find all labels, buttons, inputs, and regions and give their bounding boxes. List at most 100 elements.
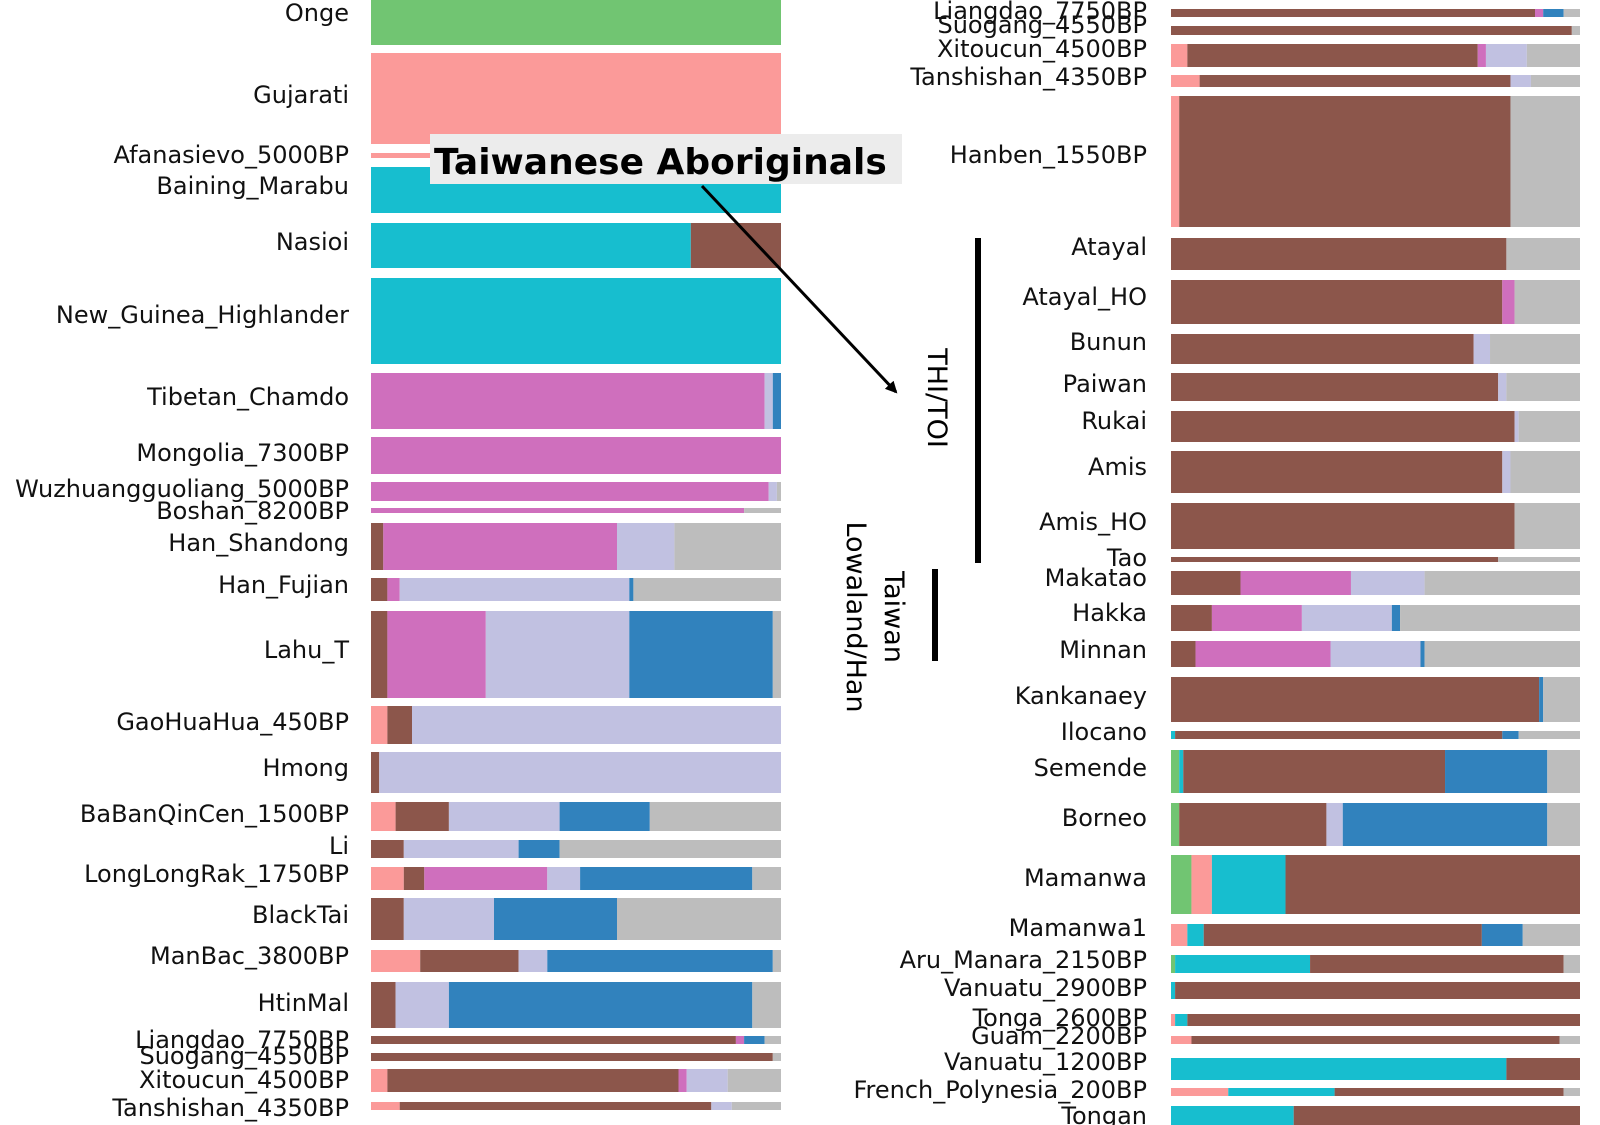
bar-segment-grey: [1424, 641, 1580, 667]
population-label: Tibetan_Chamdo: [146, 383, 349, 411]
bar-segment-brown: [371, 611, 388, 698]
bar-segment-lavender: [617, 523, 675, 570]
bar-segment-salmon: [1171, 1014, 1176, 1026]
bar-segment-brown: [1171, 557, 1499, 562]
bar-segment-salmon: [371, 706, 388, 744]
bar-segment-brown: [371, 898, 404, 940]
bar-segment-brown: [1187, 1014, 1580, 1026]
bar-segment-grey: [1510, 96, 1580, 227]
bar-segment-magenta: [1240, 571, 1351, 595]
bar-segment-grey: [772, 950, 781, 972]
population-label: Gujarati: [253, 81, 349, 109]
taiwan-lowland-han-bracket: [932, 569, 938, 661]
population-label: LongLongRak_1750BP: [84, 860, 349, 888]
bar-segment-lavender: [1301, 605, 1392, 631]
bar-segment-lavender: [395, 982, 449, 1028]
bar-segment-green: [371, 0, 781, 45]
population-label: Suogang_4550BP: [937, 11, 1147, 39]
bar-segment-blue: [547, 950, 773, 972]
bar-segment-lavender: [768, 482, 777, 501]
bar-segment-blue: [494, 898, 617, 940]
bar-segment-blue: [580, 867, 753, 890]
bar-segment-grey: [649, 802, 781, 831]
population-label: Ilocano: [1061, 718, 1147, 746]
bar-segment-lavender: [1498, 373, 1507, 401]
population-label: Baining_Marabu: [156, 172, 349, 200]
bar-segment-brown: [1171, 451, 1503, 493]
population-label: Liangdao_7750BP: [933, 0, 1147, 25]
bar-segment-brown: [1171, 9, 1536, 17]
bar-segment-grey: [731, 1102, 781, 1110]
bar-segment-grey: [1510, 451, 1580, 493]
population-label: Han_Shandong: [168, 529, 349, 557]
bar-segment-brown: [1171, 641, 1196, 667]
population-label: Wuzhuangguoliang_5000BP: [15, 475, 349, 503]
bar-segment-grey: [1530, 75, 1580, 87]
bar-segment-lavender: [379, 752, 781, 793]
population-label: Tonga_2600BP: [972, 1004, 1147, 1032]
bar-segment-lavender: [1510, 75, 1531, 87]
taiwan-label: Taiwan: [878, 570, 909, 663]
bar-segment-blue: [1539, 677, 1544, 722]
bar-segment-grey: [1563, 1088, 1580, 1096]
bar-segment-grey: [1498, 557, 1580, 562]
bar-segment-brown: [690, 223, 781, 268]
bar-segment-grey: [1518, 731, 1580, 739]
bar-segment-blue: [448, 982, 753, 1028]
population-label: Paiwan: [1063, 370, 1147, 398]
population-label: Han_Fujian: [218, 571, 349, 599]
bar-segment-blue: [629, 611, 773, 698]
bar-segment-brown: [1334, 1088, 1564, 1096]
population-label: Boshan_8200BP: [156, 497, 349, 525]
bar-segment-blue: [629, 578, 634, 601]
bar-segment-brown: [1191, 1036, 1560, 1044]
population-label: New_Guinea_Highlander: [56, 301, 349, 329]
population-label: Mamanwa1: [1009, 914, 1147, 942]
bar-segment-salmon: [371, 802, 396, 831]
population-label: ManBac_3800BP: [150, 942, 349, 970]
bar-segment-grey: [1518, 411, 1580, 442]
left-panel: Onge Gujarati Afanasievo_5000BP Baining_Mar…: [15, 0, 781, 1122]
bar-segment-grey: [1522, 924, 1580, 946]
thi-toi-bracket: [975, 238, 981, 563]
bar-segment-salmon: [371, 950, 421, 972]
bar-segment-cyan: [1175, 955, 1311, 973]
population-label: Lahu_T: [264, 636, 350, 664]
bar-segment-cyan: [1228, 1088, 1335, 1096]
bar-segment-brown: [1171, 373, 1499, 401]
bar-segment-brown: [1171, 238, 1507, 270]
population-label: Amis_HO: [1039, 508, 1147, 536]
population-label: Semende: [1034, 754, 1147, 782]
bar-segment-brown: [395, 802, 449, 831]
bar-segment-green: [1171, 803, 1180, 846]
bar-segment-blue: [1445, 750, 1548, 793]
bar-segment-salmon: [1171, 44, 1188, 67]
bar-segment-brown: [387, 706, 412, 744]
bar-segment-lavender: [1350, 571, 1425, 595]
bar-segment-grey: [1514, 503, 1580, 549]
bar-segment-magenta: [383, 523, 617, 570]
bar-segment-salmon: [1171, 1088, 1229, 1096]
bar-segment-brown: [1310, 955, 1564, 973]
lowland-han-label: Lowaland/Han: [840, 521, 871, 712]
bar-segment-grey: [772, 611, 781, 698]
bar-segment-magenta: [387, 578, 400, 601]
bar-segment-magenta: [678, 1069, 687, 1092]
callout-text: Taiwanese Aboriginals: [434, 142, 887, 183]
population-label: Tanshishan_4350BP: [111, 1094, 349, 1122]
bar-segment-lavender: [403, 840, 519, 858]
bar-segment-grey: [1559, 1036, 1580, 1044]
bar-segment-lavender: [711, 1102, 732, 1110]
bar-segment-grey: [772, 1053, 781, 1061]
population-label: Vanuatu_1200BP: [944, 1048, 1147, 1076]
bar-segment-green: [1171, 955, 1176, 973]
bar-segment-grey: [1490, 334, 1580, 364]
bar-segment-magenta: [1477, 44, 1486, 67]
bar-segment-grey: [744, 508, 781, 513]
bar-segment-brown: [1171, 411, 1515, 442]
bar-segment-grey: [1506, 373, 1580, 401]
bar-segment-lavender: [686, 1069, 728, 1092]
bar-segment-blue: [1391, 605, 1401, 631]
bar-segment-brown: [1179, 96, 1511, 227]
